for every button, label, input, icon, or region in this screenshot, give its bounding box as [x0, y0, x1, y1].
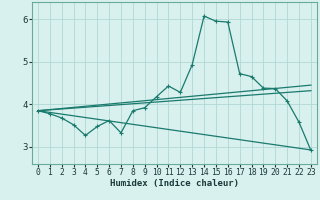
- X-axis label: Humidex (Indice chaleur): Humidex (Indice chaleur): [110, 179, 239, 188]
